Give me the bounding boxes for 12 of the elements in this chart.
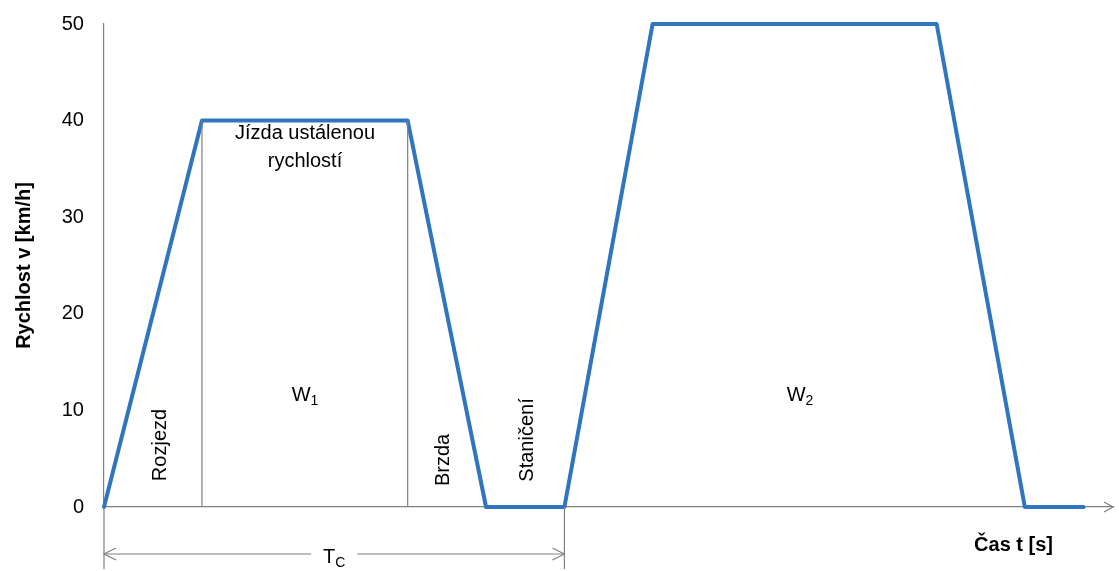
y-axis-title: Rychlost v [km/h] [11, 182, 34, 349]
y-tick-label: 50 [61, 11, 84, 34]
annotation: Staničení [514, 397, 537, 482]
y-tick-label: 0 [72, 494, 84, 517]
y-tick-label: 40 [61, 108, 84, 131]
annotation: Jízda ustálenou rychlostí [234, 120, 376, 171]
annotation: Rozjezd [147, 408, 170, 482]
x-axis-title: Čas t [s] [974, 531, 1053, 555]
annotation: Brzda [430, 433, 453, 487]
y-tick-label: 20 [61, 301, 84, 324]
y-tick-label: 10 [61, 397, 84, 420]
y-tick-label: 30 [61, 204, 84, 227]
